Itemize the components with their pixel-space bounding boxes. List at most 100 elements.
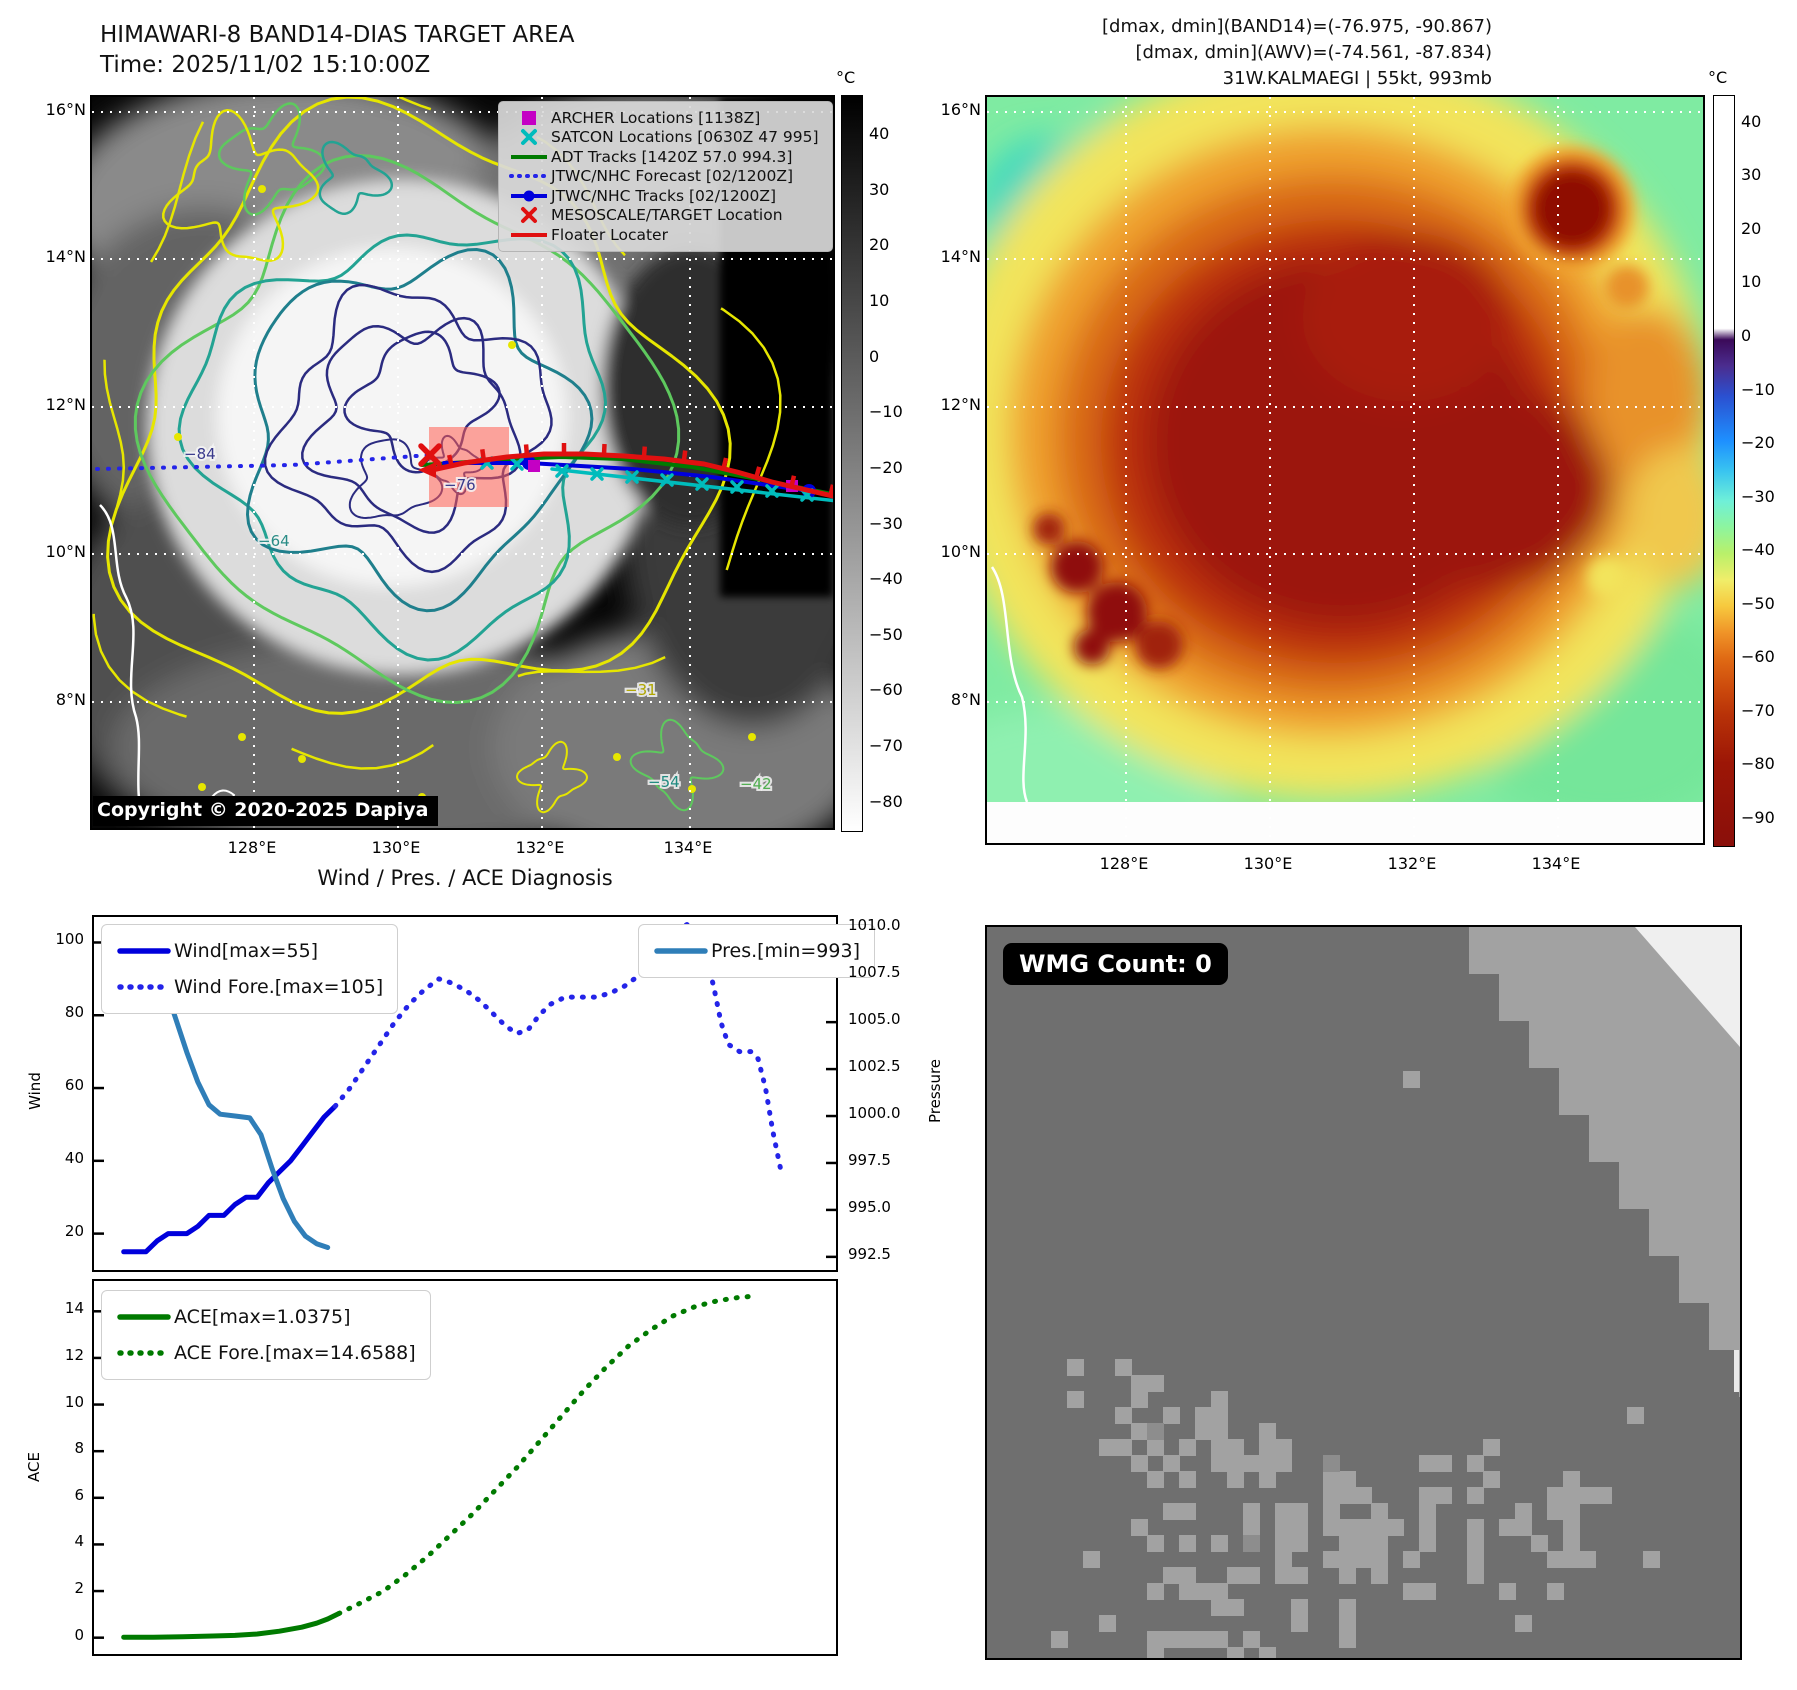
line-marker-icon — [511, 232, 547, 237]
contour-label: −64 — [258, 532, 290, 550]
awv-colorbar-unit: °C — [1708, 68, 1728, 87]
xmark-marker-icon — [521, 207, 537, 224]
wind-legend: Wind[max=55] Wind Fore.[max=105] — [101, 924, 399, 1014]
awv-colorbar-tick: −30 — [1741, 487, 1775, 506]
band14-colorbar-tick: −10 — [869, 402, 903, 421]
lon-tick-left: 134°E — [663, 838, 713, 857]
lat-tick-right: 16°N — [940, 100, 981, 119]
dots-marker-icon — [509, 174, 549, 179]
chart-legend-label: Pres.[min=993] — [711, 940, 860, 962]
pressure-tick: 997.5 — [848, 1150, 891, 1169]
awv-colorbar-tick: 30 — [1741, 165, 1762, 184]
chart-legend-label: ACE[max=1.0375] — [174, 1306, 351, 1328]
wmg-mask-panel — [985, 925, 1742, 1660]
map-legend-label: ARCHER Locations [1138Z] — [551, 108, 761, 127]
chart-legend-label: Wind[max=55] — [174, 940, 319, 962]
band14-colorbar-tick: −30 — [869, 514, 903, 533]
dmax-dmin-awv: [dmax, dmin](AWV)=(-74.561, -87.834) — [1135, 42, 1492, 63]
awv-colorbar-tick: −80 — [1741, 754, 1775, 773]
series-wind-fore-max-105- — [332, 921, 787, 1178]
band14-colorbar-tick: −80 — [869, 792, 903, 811]
map-legend-label: JTWC/NHC Forecast [02/1200Z] — [551, 167, 794, 186]
chart-legend-item: Wind[max=55] — [116, 933, 383, 969]
contour-label: −31 — [625, 681, 657, 699]
copyright-text: Copyright © 2020-2025 Dapiya — [93, 796, 439, 826]
awv-colorbar-tick: −10 — [1741, 380, 1775, 399]
pressure-tick: 1002.5 — [848, 1057, 901, 1076]
chart-legend-item: ACE[max=1.0375] — [116, 1299, 416, 1335]
awv-colorbar — [1713, 95, 1735, 847]
ace-tick: 10 — [64, 1392, 84, 1411]
coastline — [99, 504, 146, 826]
map-legend-item: MESOSCALE/TARGET Location — [507, 206, 822, 226]
solid-line-icon — [117, 1314, 171, 1320]
lon-tick-left: 130°E — [371, 838, 421, 857]
lat-tick-right: 8°N — [950, 690, 981, 709]
band14-colorbar-tick: −40 — [869, 569, 903, 588]
line-marker-icon — [511, 154, 547, 159]
band14-colorbar-tick: −70 — [869, 736, 903, 755]
linedot-marker-icon — [511, 190, 547, 202]
awv-colorbar-tick: −20 — [1741, 433, 1775, 452]
map-legend-label: JTWC/NHC Tracks [02/1200Z] — [551, 186, 777, 205]
wmg-count-badge: WMG Count: 0 — [1003, 943, 1228, 985]
wind-axis-label: Wind — [26, 1072, 44, 1110]
contour-label: −76 — [444, 476, 476, 494]
dotted-line-icon — [117, 984, 171, 990]
awv-colorbar-tick: −90 — [1741, 808, 1775, 827]
wind-tick: 60 — [64, 1076, 84, 1095]
series-ace-fore-max-14-6588- — [336, 1293, 761, 1616]
lon-tick-right: 134°E — [1531, 854, 1581, 873]
pressure-legend: Pres.[min=993] — [638, 924, 875, 978]
lat-tick-left: 12°N — [45, 395, 86, 414]
band14-colorbar-tick: 20 — [869, 235, 890, 254]
awv-colorbar-tick: −70 — [1741, 701, 1775, 720]
wind-tick: 20 — [64, 1221, 84, 1240]
band14-colorbar-tick: 40 — [869, 124, 890, 143]
map-legend-label: MESOSCALE/TARGET Location — [551, 206, 783, 225]
band14-colorbar-tick: 10 — [869, 291, 890, 310]
contour-label: −42 — [740, 775, 772, 793]
lat-tick-right: 10°N — [940, 542, 981, 561]
ace-tick: 8 — [74, 1439, 84, 1458]
map-legend-item: ADT Tracks [1420Z 57.0 994.3] — [507, 147, 822, 167]
storm-id-intensity: 31W.KALMAEGI | 55kt, 993mb — [1222, 68, 1492, 89]
pressure-tick: 995.0 — [848, 1197, 891, 1216]
lon-tick-right: 128°E — [1099, 854, 1149, 873]
map-legend-label: ADT Tracks [1420Z 57.0 994.3] — [551, 147, 793, 166]
ace-tick: 6 — [74, 1485, 84, 1504]
ace-tick: 12 — [64, 1345, 84, 1364]
band14-colorbar-tick: −50 — [869, 625, 903, 644]
ace-tick: 0 — [74, 1625, 84, 1644]
map-legend-item: ARCHER Locations [1138Z] — [507, 108, 822, 128]
wind-tick: 100 — [55, 930, 84, 949]
dmax-dmin-band14: [dmax, dmin](BAND14)=(-76.975, -90.867) — [1102, 16, 1492, 37]
ace-legend: ACE[max=1.0375] ACE Fore.[max=14.6588] — [101, 1290, 431, 1380]
awv-colorbar-tick: −40 — [1741, 540, 1775, 559]
wind-tick: 80 — [64, 1003, 84, 1022]
chart-legend-label: Wind Fore.[max=105] — [174, 976, 384, 998]
awv-colorbar-tick: 40 — [1741, 112, 1762, 131]
band14-ir-map-canvas: −84 −76 −64 −54 −31 −42 — [92, 97, 833, 828]
band14-colorbar — [841, 95, 863, 832]
map-legend-item: SATCON Locations [0630Z 47 995] — [507, 128, 822, 148]
band14-colorbar-unit: °C — [836, 68, 856, 87]
dotted-line-icon — [117, 1350, 171, 1356]
square-marker-icon — [522, 110, 536, 125]
lat-tick-left: 16°N — [45, 100, 86, 119]
lon-tick-left: 132°E — [515, 838, 565, 857]
contour-label: −84 — [184, 445, 216, 463]
awv-colorbar-tick: 0 — [1741, 326, 1752, 345]
pressure-tick: 1000.0 — [848, 1104, 901, 1123]
map-legend-item: JTWC/NHC Forecast [02/1200Z] — [507, 167, 822, 187]
band14-colorbar-tick: 30 — [869, 180, 890, 199]
band14-ir-map: −84 −76 −64 −54 −31 −42 — [90, 95, 835, 830]
coastline — [990, 566, 1029, 803]
band14-colorbar-tick: −20 — [869, 458, 903, 477]
band14-colorbar-tick: 0 — [869, 347, 880, 366]
ace-tick: 4 — [74, 1532, 84, 1551]
series-ace-max-1-0375- — [121, 1611, 342, 1640]
pressure-tick: 992.5 — [848, 1244, 891, 1263]
band14-colorbar-tick: −60 — [869, 680, 903, 699]
